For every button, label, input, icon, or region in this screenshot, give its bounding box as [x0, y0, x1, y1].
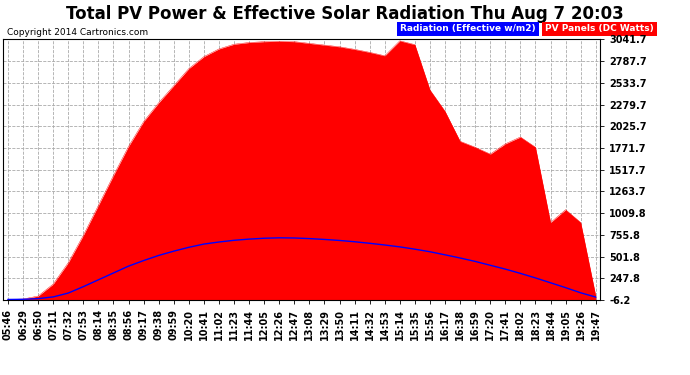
Text: PV Panels (DC Watts): PV Panels (DC Watts): [545, 24, 654, 33]
Text: Radiation (Effective w/m2): Radiation (Effective w/m2): [400, 24, 536, 33]
Text: Total PV Power & Effective Solar Radiation Thu Aug 7 20:03: Total PV Power & Effective Solar Radiati…: [66, 5, 624, 23]
Text: Copyright 2014 Cartronics.com: Copyright 2014 Cartronics.com: [7, 28, 148, 38]
